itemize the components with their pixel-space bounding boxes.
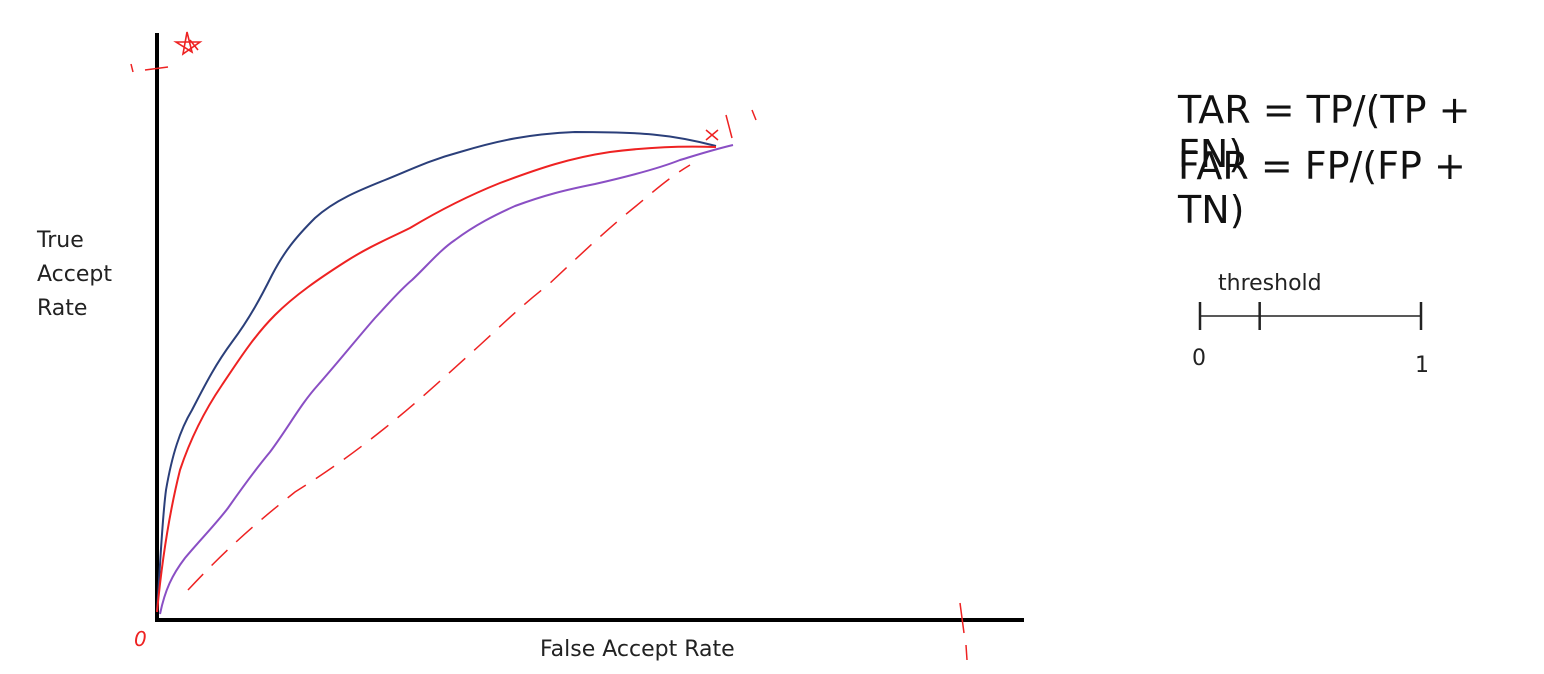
y-axis-label-line: Accept <box>37 262 112 287</box>
threshold-label: threshold <box>1218 271 1322 296</box>
end-mark <box>705 109 757 141</box>
y-max-tick <box>130 63 169 73</box>
origin-label: 0 <box>134 627 147 651</box>
roc-curve-best <box>156 130 717 612</box>
x-max-tick <box>959 602 968 661</box>
y-axis-label-line: Rate <box>37 296 88 321</box>
y-axis-label: True Accept Rate <box>37 224 112 326</box>
diagonal-baseline <box>187 164 691 591</box>
tar-formula: TAR = TP/(TP + FN) <box>1178 88 1471 176</box>
far-formula: FAR = FP/(FP + TN) <box>1178 144 1466 232</box>
star-icon <box>173 31 203 56</box>
x-axis-label: False Accept Rate <box>540 637 735 662</box>
roc-curve-low <box>159 144 734 615</box>
threshold-max-label: 1 <box>1415 353 1429 378</box>
roc-curve-mid <box>156 145 717 613</box>
y-axis-label-line: True <box>37 228 84 253</box>
threshold-min-label: 0 <box>1192 346 1206 371</box>
